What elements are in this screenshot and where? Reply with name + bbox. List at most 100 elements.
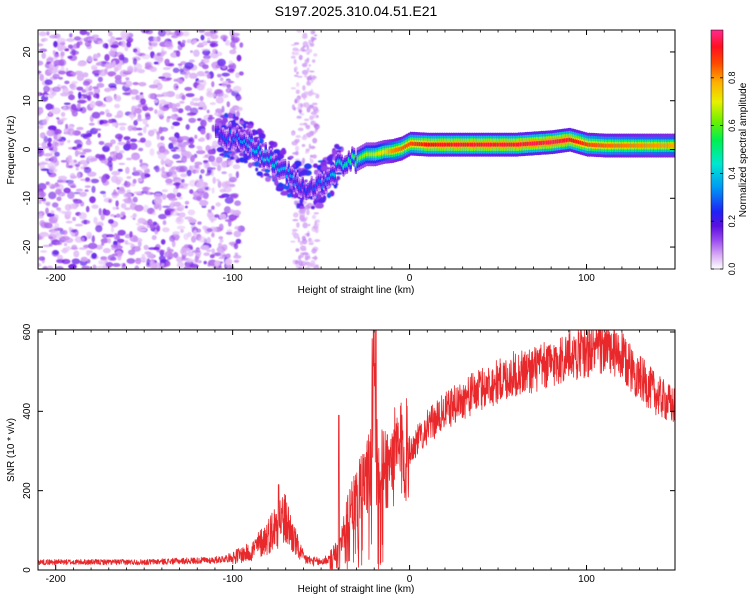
spectrogram-noise-blob [211,248,215,252]
spectrogram-noise-blob [85,205,90,213]
spectrogram-ridge-cell [361,154,365,159]
spectrogram-noise-blob [218,223,224,231]
spectrogram-noise-blob [309,92,314,96]
spectrogram-noise-blob [299,206,305,209]
spectrogram-noise-blob [87,171,97,177]
spectrogram-ridge-cell [269,155,273,160]
spectrogram-noise-blob [233,116,239,121]
spectrogram-noise-blob [293,58,297,65]
spectrogram-noise-blob [153,197,163,205]
spectrogram-noise-blob [296,71,299,75]
spectrogram-noise-blob [198,187,203,196]
spectrogram-noise-blob [79,159,87,165]
spectrogram-noise-blob [293,42,300,45]
spectrogram-noise-blob [51,107,61,115]
spectrogram-noise-blob [313,34,318,37]
spectrogram-noise-blob [108,119,112,124]
spectrogram-noise-blob [161,166,165,173]
spectrogram-noise-blob [209,254,215,259]
spectrogram-noise-blob [253,161,261,167]
spectrogram-noise-blob [38,107,44,115]
spectrogram-noise-blob [172,154,181,160]
spectrogram-noise-blob [152,211,156,216]
snr-x-axis-label: Height of straight line (km) [298,584,415,595]
spectrogram-noise-blob [178,79,184,85]
spectrogram-noise-blob [295,135,302,138]
spectrogram-noise-blob [81,265,91,269]
spectrogram-noise-blob [191,235,197,243]
spectrogram-noise-blob [126,157,132,161]
spectrogram-noise-blob [56,138,63,142]
spectrogram-noise-blob [314,239,321,243]
spectrogram-y-axis-label: Frequency (Hz) [6,116,17,185]
spectrogram-noise-blob [150,40,158,48]
spectrogram-noise-blob [126,189,131,194]
spectrogram-noise-blob [130,89,139,95]
spectrogram-noise-blob [100,119,108,124]
spectrogram-noise-blob [114,103,121,109]
spectrogram-ridge-cell [222,135,225,139]
spectrogram-noise-blob [183,265,192,269]
spectrogram-ridge-cell [326,177,329,181]
spectrogram-noise-blob [140,98,146,105]
spectrogram-noise-blob [70,229,78,233]
spectrogram-noise-blob [60,160,67,163]
spectrogram-noise-blob [100,160,108,164]
spectrogram-noise-blob [233,38,239,44]
spectrogram-noise-blob [52,73,60,80]
spectrogram-noise-blob [132,236,139,242]
spectrogram-noise-blob [92,264,97,269]
spectrogram-noise-blob [235,171,239,179]
spectrogram-noise-blob [76,143,83,148]
spectrogram-noise-blob [74,223,84,227]
spectrogram-noise-blob [226,101,231,108]
spectrogram-noise-blob [227,68,235,73]
spectrogram-noise-blob [198,42,203,47]
spectrogram-noise-blob [196,260,202,264]
spectrogram-noise-blob [137,177,143,182]
spectrogram-noise-blob [138,147,144,152]
spectrogram-noise-blob [82,72,89,78]
spectrogram-noise-blob [65,179,74,184]
spectrogram-noise-blob [302,252,309,256]
spectrogram-noise-blob [214,112,219,116]
spectrogram-noise-blob [99,190,106,195]
spectrogram-noise-blob [336,176,341,181]
snr-x-tick-label: 100 [578,574,595,585]
spectrogram-noise-blob [139,137,146,143]
spectrogram-noise-blob [297,236,301,243]
spectrogram-noise-blob [291,228,298,232]
spectrogram-noise-blob [230,41,236,48]
spectrogram-noise-blob [308,64,312,67]
spectrogram-noise-blob [134,265,140,269]
spectrogram-noise-blob [292,47,299,52]
spectrogram-noise-blob [174,132,180,139]
spectrogram-noise-blob [213,252,222,257]
spectrogram-noise-blob [308,39,312,45]
snr-x-tick-label: 0 [407,574,413,585]
spectrogram-noise-blob [87,242,98,250]
spectrogram-noise-blob [206,249,212,252]
spectrogram-noise-blob [172,67,180,74]
spectrogram-noise-blob [65,220,73,224]
spectrogram-noise-blob [107,160,113,168]
spectrogram-noise-blob [78,91,82,100]
spectrogram-noise-blob [53,59,63,66]
spectrogram-noise-blob [308,143,312,150]
spectrogram-noise-blob [181,179,185,183]
spectrogram-noise-blob [181,70,191,76]
spectrogram-ridge-layer [214,121,675,201]
spectrogram-noise-blob [97,133,101,138]
spectrogram-noise-blob [115,37,123,41]
spectrogram-noise-blob [187,209,196,216]
spectrogram-noise-blob [118,162,126,166]
spectrogram-noise-blob [313,53,318,57]
spectrogram-noise-blob [55,241,63,246]
spectrogram-noise-blob [166,171,173,177]
spectrogram-noise-blob [159,259,167,263]
spectrogram-noise-blob [187,251,194,257]
spectrogram-noise-blob [134,204,144,212]
spectrogram-noise-blob [217,180,222,189]
spectrogram-noise-blob [92,86,99,90]
spectrogram-noise-blob [142,105,149,111]
